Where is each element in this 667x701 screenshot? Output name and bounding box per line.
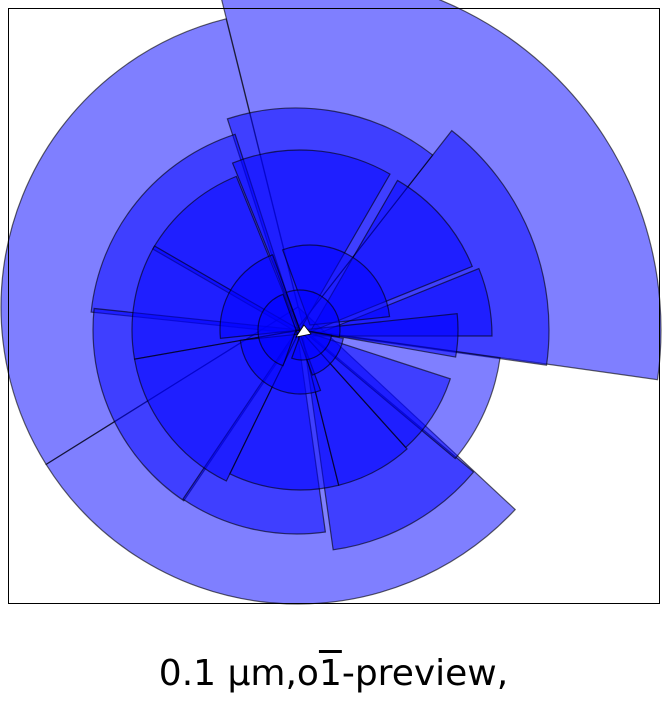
wedge-27 (290, 329, 333, 361)
wedge-26 (257, 293, 297, 367)
caption-overline-char: 1 (318, 653, 342, 694)
wedge-25 (285, 289, 341, 338)
center-marker (295, 324, 312, 338)
figure-caption: 0.1 μm,o1-preview, (0, 650, 667, 698)
plot-frame-border (8, 8, 660, 604)
wedge-17 (229, 328, 340, 491)
wedge-19 (298, 328, 452, 449)
caption-suffix: -preview, (341, 653, 509, 694)
wedge-20 (301, 313, 459, 358)
wedge-13 (231, 149, 391, 332)
wedge-18 (299, 329, 408, 486)
wedge-group (0, 0, 662, 605)
caption-prefix: 0.1 μm,o (158, 653, 319, 694)
